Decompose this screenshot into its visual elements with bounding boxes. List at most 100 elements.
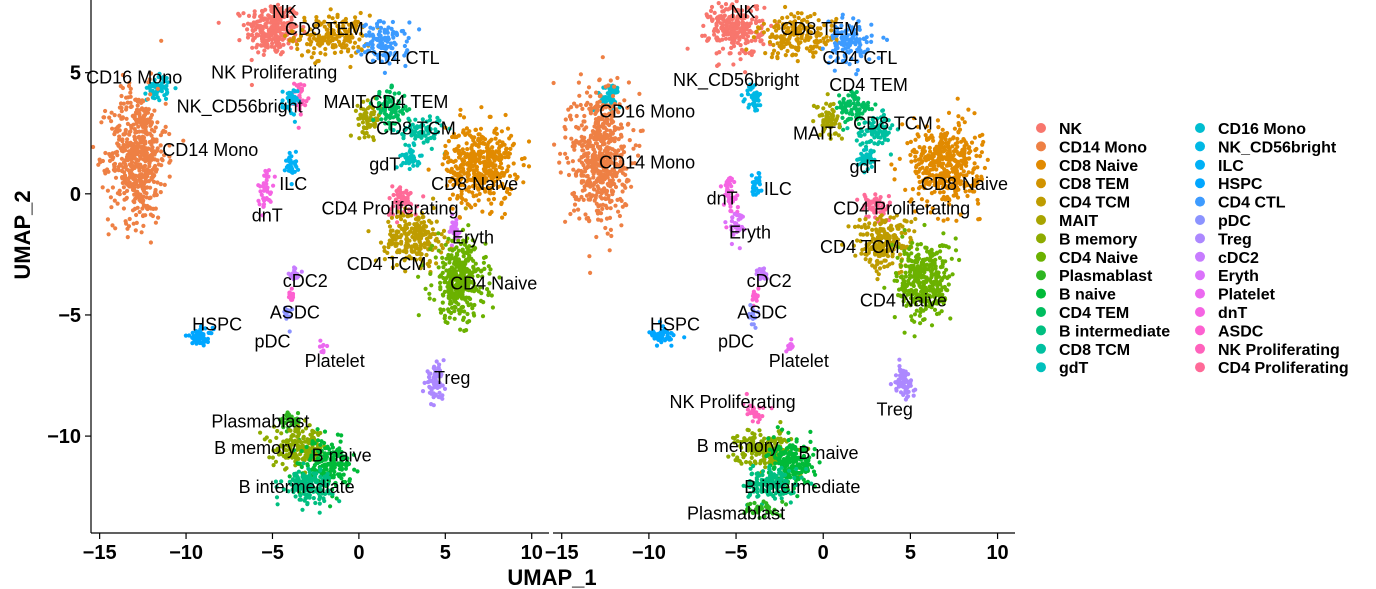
cell-point (434, 261, 439, 266)
cell-point (959, 166, 964, 171)
cell-point (137, 209, 142, 215)
cell-point (972, 111, 977, 116)
cell-point (607, 87, 612, 92)
cluster-points-cd16-mono (143, 71, 178, 103)
cell-point (382, 245, 387, 250)
cell-point (955, 136, 960, 141)
cell-point (409, 226, 414, 231)
cell-point (120, 116, 125, 121)
cell-point (344, 37, 349, 42)
cell-point (724, 22, 729, 27)
cell-point (438, 307, 443, 312)
cell-point (453, 158, 458, 163)
cell-point (265, 45, 270, 50)
cluster-points-cd8-tem (283, 7, 389, 70)
cell-point (259, 43, 264, 48)
cluster-label: CD4 CTL (365, 48, 440, 68)
cell-point (869, 22, 874, 27)
cluster-label: Eryth (452, 227, 494, 247)
cell-point (252, 14, 257, 19)
cell-point (458, 153, 463, 158)
cell-point (717, 38, 723, 43)
cell-point (441, 293, 446, 298)
cell-point (297, 106, 302, 111)
cell-point (291, 36, 296, 41)
cell-point (387, 224, 393, 229)
cell-point (465, 311, 470, 317)
cell-point (116, 168, 121, 173)
cell-point (473, 127, 478, 132)
cell-point (868, 138, 874, 144)
cell-point (160, 158, 165, 163)
cell-point (379, 45, 384, 51)
cell-point (290, 29, 295, 34)
cell-point (380, 41, 385, 46)
cell-point (429, 391, 434, 396)
cell-point (812, 11, 817, 17)
cell-point (416, 274, 421, 279)
cell-point (884, 37, 890, 43)
cluster-label: B naive (312, 445, 372, 465)
cluster-label: gdT (369, 155, 400, 175)
cell-point (381, 20, 386, 25)
cell-point (140, 213, 146, 219)
cell-point (407, 166, 412, 172)
cell-point (737, 37, 742, 42)
cluster-label: CD16 Mono (86, 68, 182, 88)
cell-point (475, 143, 480, 148)
cell-point (767, 40, 773, 45)
cell-point (258, 189, 263, 194)
cell-point (505, 126, 511, 131)
cell-point (280, 37, 285, 42)
cell-point (967, 145, 972, 150)
cell-point (149, 142, 154, 147)
cell-point (280, 105, 285, 110)
cell-point (609, 233, 614, 239)
cell-point (399, 239, 404, 244)
cell-point (926, 153, 931, 158)
cell-point (120, 72, 125, 78)
cell-point (107, 115, 112, 120)
cell-point (280, 89, 285, 94)
cell-point (262, 198, 267, 203)
cell-point (452, 295, 457, 300)
cell-point (137, 134, 142, 139)
cell-point (411, 163, 416, 168)
cell-point (952, 158, 957, 163)
cell-point (815, 104, 820, 110)
cell-point (855, 100, 860, 105)
cell-point (452, 247, 457, 252)
cell-point (396, 187, 401, 192)
cell-point (390, 32, 395, 38)
cell-point (908, 152, 913, 158)
x-tick-label: 0 (353, 542, 364, 564)
cell-point (293, 149, 298, 154)
cell-point (167, 154, 172, 159)
cell-point (506, 164, 511, 169)
cell-point (148, 212, 153, 217)
cell-point (268, 190, 273, 195)
cell-point (245, 27, 250, 32)
cell-point (479, 105, 484, 110)
cell-point (269, 37, 274, 42)
cell-point (367, 48, 372, 54)
cell-point (955, 160, 961, 165)
cell-point (454, 263, 459, 268)
cell-point (758, 39, 763, 44)
cell-point (397, 224, 402, 229)
cell-point (400, 111, 406, 116)
cell-point (391, 192, 396, 198)
cell-point (489, 293, 494, 298)
cell-point (440, 396, 445, 401)
cell-point (256, 198, 261, 203)
cell-point (330, 466, 335, 471)
cell-point (440, 246, 445, 251)
cell-point (162, 153, 167, 158)
cell-point (379, 37, 384, 42)
cell-point (284, 466, 289, 471)
cell-point (796, 41, 802, 46)
cell-point (289, 15, 294, 20)
cell-point (910, 149, 915, 154)
cell-point (733, 35, 738, 40)
cell-point (434, 359, 439, 364)
